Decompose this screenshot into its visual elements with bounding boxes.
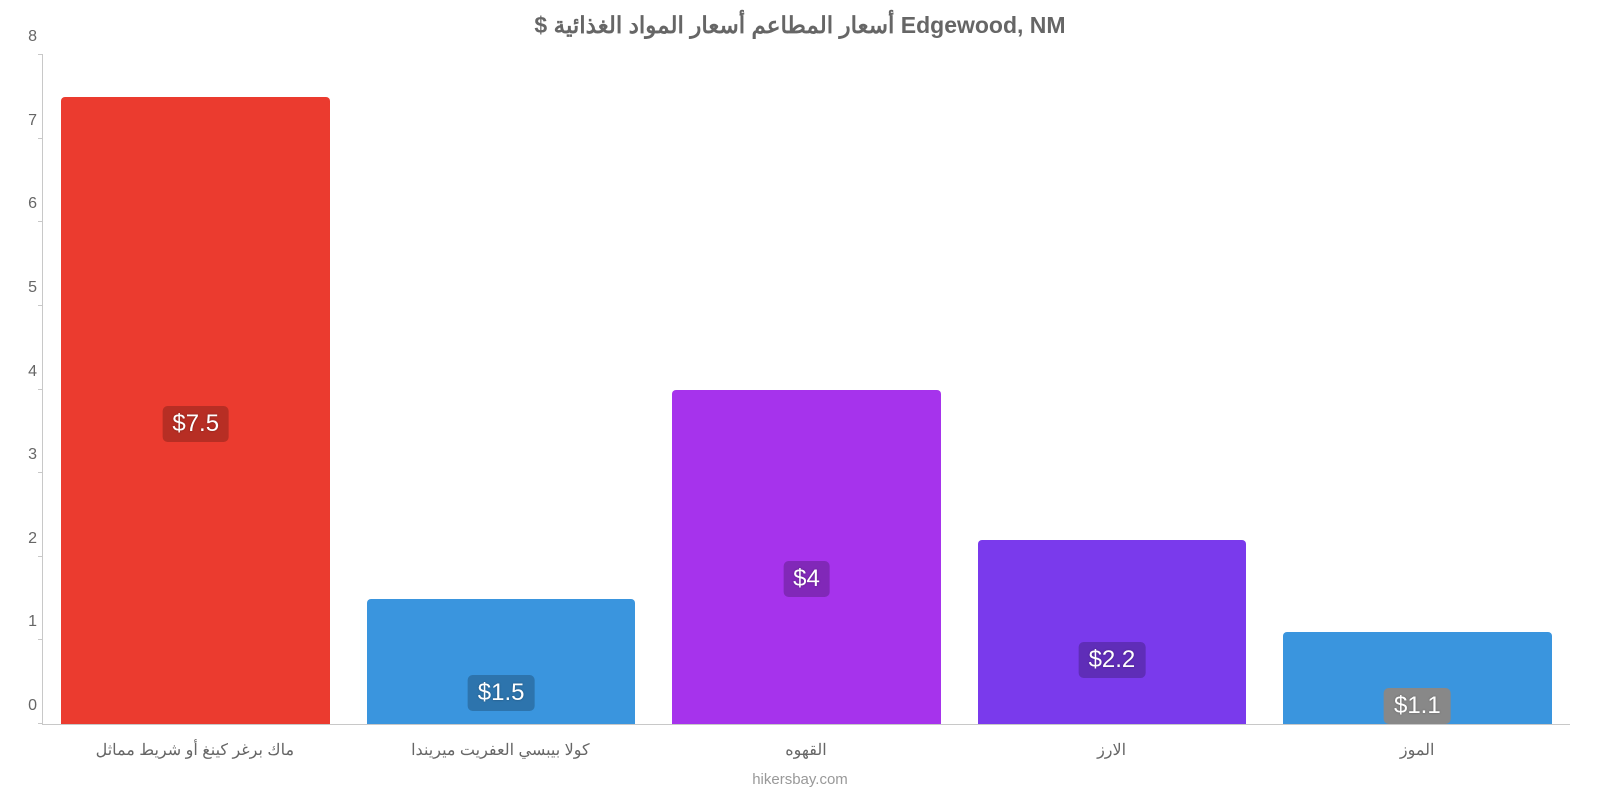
bar: $1.5 (367, 599, 636, 724)
bar-value-label: $2.2 (1079, 642, 1146, 678)
bar: $7.5 (61, 97, 330, 724)
x-tick-label: ماك برغر كينغ أو شريط مماثل (42, 740, 348, 760)
bar-slot: $7.5 (43, 55, 348, 724)
bar-slot: $4 (654, 55, 959, 724)
x-axis-labels: ماك برغر كينغ أو شريط مماثلكولا بيبسي ال… (42, 740, 1570, 760)
bar-value-label: $4 (783, 561, 830, 597)
y-tick-mark (38, 305, 43, 306)
y-tick-mark (38, 723, 43, 724)
y-tick-label: 6 (13, 195, 37, 213)
y-tick-mark (38, 556, 43, 557)
y-tick-mark (38, 54, 43, 55)
y-tick-label: 7 (13, 112, 37, 130)
y-tick-mark (38, 389, 43, 390)
y-tick-label: 3 (13, 446, 37, 464)
y-tick-label: 5 (13, 279, 37, 297)
x-tick-label: الارز (959, 740, 1265, 760)
bars-container: $7.5 $1.5 $4 $2.2 $1.1 (43, 55, 1570, 724)
bar-slot: $2.2 (959, 55, 1264, 724)
x-tick-label: القهوه (653, 740, 959, 760)
plot-area: $7.5$1.5$4$2.2$1.1 012345678 (42, 55, 1570, 725)
bar: $1.1 (1283, 632, 1552, 724)
y-tick-label: 2 (13, 530, 37, 548)
bar-slot: $1.5 (348, 55, 653, 724)
bar: $2.2 (978, 540, 1247, 724)
x-tick-label: كولا بيبسي العفريت ميريندا (348, 740, 654, 760)
y-tick-label: 4 (13, 363, 37, 381)
y-tick-label: 8 (13, 28, 37, 46)
bar-value-label: $7.5 (162, 406, 229, 442)
price-bar-chart: $ أسعار المطاعم أسعار المواد الغذائية Ed… (0, 0, 1600, 800)
y-tick-mark (38, 639, 43, 640)
chart-title: $ أسعار المطاعم أسعار المواد الغذائية Ed… (0, 0, 1600, 39)
bar-value-label: $1.1 (1384, 688, 1451, 724)
bar: $4 (672, 390, 941, 725)
y-tick-mark (38, 472, 43, 473)
y-tick-mark (38, 221, 43, 222)
credit-text: hikersbay.com (0, 771, 1600, 788)
bar-value-label: $1.5 (468, 675, 535, 711)
bar-slot: $1.1 (1265, 55, 1570, 724)
y-tick-label: 1 (13, 613, 37, 631)
x-tick-label: الموز (1264, 740, 1570, 760)
y-tick-label: 0 (13, 697, 37, 715)
y-tick-mark (38, 138, 43, 139)
